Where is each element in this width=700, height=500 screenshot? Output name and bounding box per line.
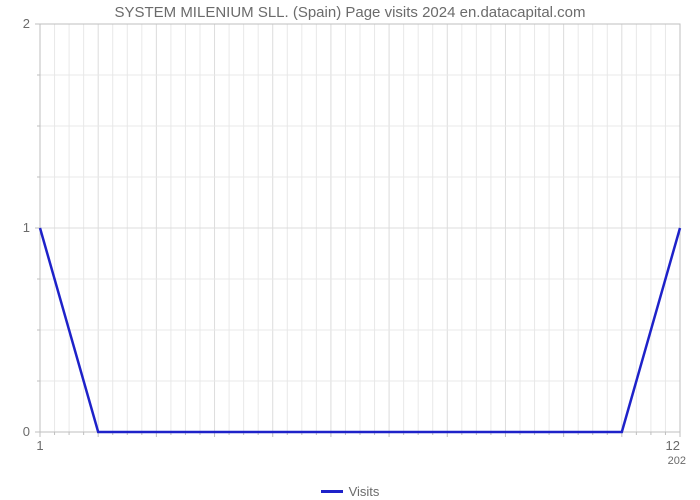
svg-text:1: 1 bbox=[23, 220, 30, 235]
chart-title: SYSTEM MILENIUM SLL. (Spain) Page visits… bbox=[0, 4, 700, 21]
chart-container: SYSTEM MILENIUM SLL. (Spain) Page visits… bbox=[0, 0, 700, 500]
svg-text:0: 0 bbox=[23, 424, 30, 439]
svg-text:1: 1 bbox=[36, 438, 43, 453]
legend-item-visits: Visits bbox=[321, 484, 380, 499]
svg-text:12: 12 bbox=[666, 438, 680, 453]
line-chart: 012112202 bbox=[0, 0, 700, 470]
legend: Visits bbox=[0, 480, 700, 499]
legend-swatch bbox=[321, 490, 343, 493]
legend-label: Visits bbox=[349, 484, 380, 499]
svg-text:202: 202 bbox=[668, 455, 686, 467]
